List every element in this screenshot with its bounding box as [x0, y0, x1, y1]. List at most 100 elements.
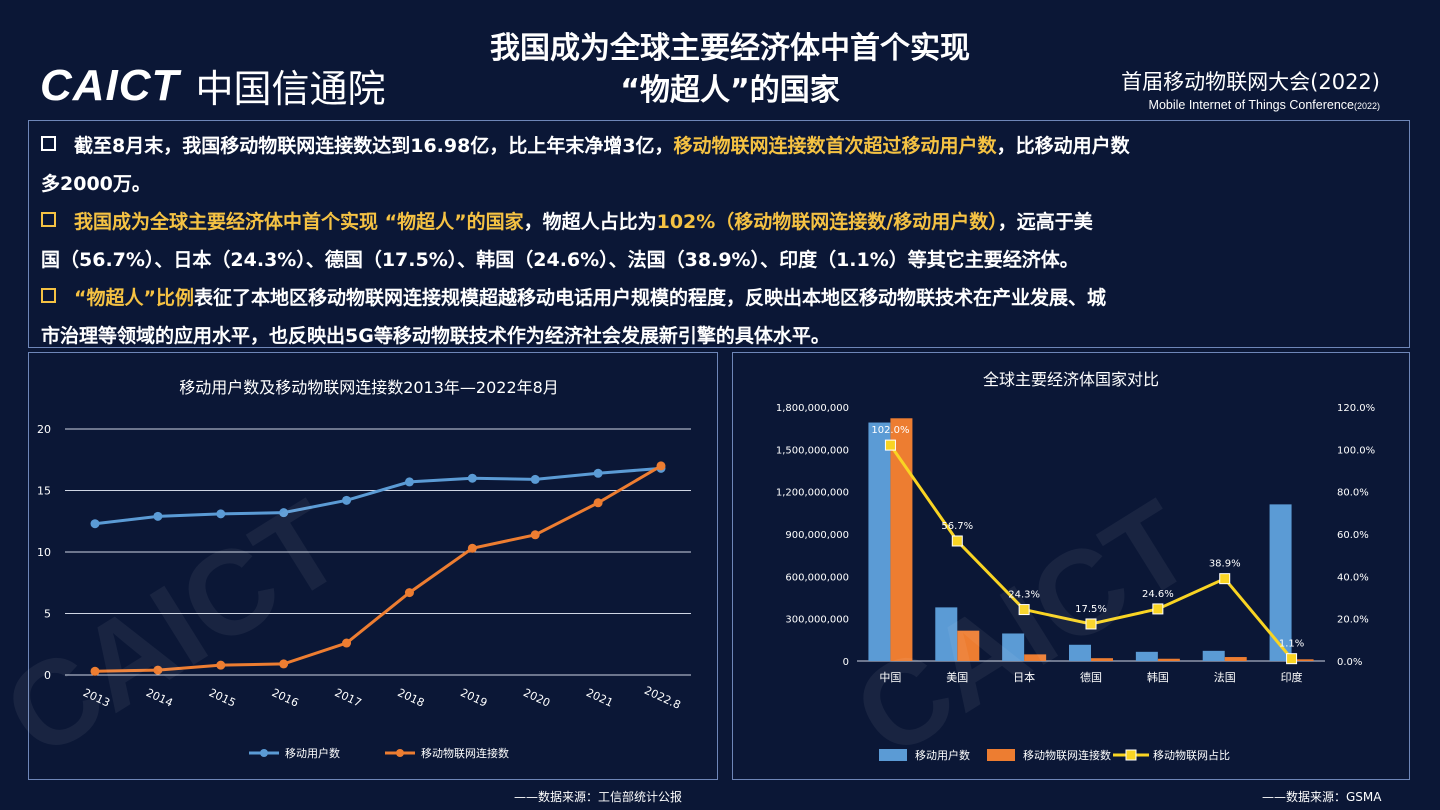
line-chart-title: 移动用户数及移动物联网连接数2013年—2022年8月 — [179, 378, 559, 397]
data-label: 24.6% — [1142, 589, 1174, 600]
summary-box: 截至8月末，我国移动物联网连接数达到16.98亿，比上年末净增3亿，移动物联网连… — [28, 120, 1410, 348]
bar-chart: 全球主要经济体国家对比 0 300,000,000 600,000,000 900,00… — [776, 370, 1375, 762]
bullet-1-text-b: ，比移动用户数 — [996, 135, 1130, 157]
bar — [1069, 644, 1091, 661]
bar — [1024, 654, 1047, 661]
data-point — [656, 461, 666, 471]
header: CAICT 中国信通院 我国成为全球主要经济体中首个实现 “物超人”的国家 首届… — [0, 0, 1440, 116]
data-point — [404, 588, 414, 598]
data-point — [342, 495, 352, 505]
bullet-2-text-c: 国（56.7%）、日本（24.3%）、德国（17.5%）、韩国（24.6%）、法… — [41, 249, 1079, 271]
y-tick-label: 0 — [843, 657, 849, 668]
y-tick-label: 1,800,000,000 — [776, 403, 849, 414]
y-tick-label: 1,200,000,000 — [776, 488, 849, 499]
x-tick-label: 2022.8 — [642, 684, 682, 712]
x-tick-label: 美国 — [946, 671, 968, 684]
data-point — [593, 498, 603, 508]
data-point — [279, 508, 289, 518]
data-label: 38.9% — [1209, 559, 1241, 570]
y-tick-label: 1,500,000,000 — [776, 445, 849, 456]
legend-label: 移动物联网占比 — [1153, 748, 1230, 762]
legend-marker — [396, 749, 404, 757]
data-point — [593, 468, 603, 478]
conference-label: 首届移动物联网大会(2022) Mobile Internet of Thing… — [1121, 66, 1380, 112]
legend-swatch — [987, 749, 1015, 761]
bar — [1135, 651, 1158, 661]
y2-tick-label: 60.0% — [1337, 530, 1369, 541]
bullet-2: 我国成为全球主要经济体中首个实现 “物超人”的国家，物超人占比为102%（移动物… — [41, 203, 1397, 279]
data-point — [530, 474, 540, 484]
y-tick-label: 300,000,000 — [785, 615, 849, 626]
data-point — [216, 509, 226, 519]
bullet-square-icon — [41, 288, 56, 303]
source-right: ——数据来源：GSMA — [1262, 790, 1382, 804]
bar — [1091, 658, 1113, 661]
line-chart: 移动用户数及移动物联网连接数2013年—2022年8月 0 5 10 15 20 2013 2… — [37, 378, 691, 760]
conference-name-cn: 首届移动物联网大会(2022) — [1121, 70, 1380, 94]
x-tick-label: 2017 — [333, 686, 364, 710]
percent-marker — [951, 535, 963, 547]
legend-label: 移动物联网连接数 — [1023, 748, 1111, 762]
x-tick-label: 中国 — [879, 671, 901, 684]
bullet-1-text-c: 多2000万。 — [41, 173, 151, 195]
x-tick-label: 日本 — [1013, 670, 1035, 684]
data-label: 24.3% — [1008, 590, 1040, 601]
percent-marker — [1018, 604, 1030, 616]
conference-en-year: (2022) — [1353, 101, 1380, 111]
data-point — [404, 477, 414, 487]
conference-name-en: Mobile Internet of Things Conference(202… — [1121, 98, 1380, 112]
bullet-2-text-b: ，远高于美 — [997, 211, 1093, 233]
bar — [957, 630, 980, 661]
x-tick-label: 德国 — [1080, 670, 1102, 684]
bar — [935, 607, 958, 661]
y-tick-label: 15 — [37, 485, 51, 498]
data-point — [467, 473, 477, 483]
bullet-square-icon — [41, 212, 56, 227]
legend-swatch — [879, 749, 907, 761]
data-point — [153, 511, 163, 521]
bar — [1157, 658, 1180, 661]
bar — [890, 418, 913, 661]
data-point — [90, 666, 100, 676]
x-tick-label: 韩国 — [1147, 670, 1169, 684]
bar — [1269, 504, 1292, 661]
y-tick-label: 600,000,000 — [785, 572, 849, 583]
y-tick-label: 10 — [37, 546, 51, 559]
y-tick-label: 0 — [44, 669, 51, 682]
legend-label: 移动用户数 — [285, 746, 340, 760]
bar-chart-panel: 全球主要经济体国家对比 0 300,000,000 600,000,000 900,00… — [732, 352, 1410, 780]
bullet-1-text-a: 截至8月末，我国移动物联网连接数达到16.98亿，比上年末净增3亿， — [74, 135, 674, 157]
y-tick-label: 5 — [44, 608, 51, 621]
x-tick-label: 2018 — [395, 686, 426, 710]
logo-text-cn: 中国信通院 — [195, 67, 386, 111]
percent-marker — [1085, 618, 1097, 630]
y2-tick-label: 40.0% — [1337, 572, 1369, 583]
y-tick-label: 20 — [37, 423, 51, 436]
bullet-3-highlight: “物超人”比例 — [74, 287, 194, 309]
legend-marker — [260, 749, 268, 757]
conference-en-text: Mobile Internet of Things Conference — [1148, 98, 1354, 112]
x-tick-label: 2015 — [207, 686, 238, 710]
y2-tick-label: 80.0% — [1337, 488, 1369, 499]
x-tick-label: 2020 — [521, 686, 552, 710]
y2-tick-label: 100.0% — [1337, 445, 1375, 456]
title-line-1: 我国成为全球主要经济体中首个实现 — [490, 31, 970, 66]
x-tick-label: 2021 — [584, 686, 615, 710]
title-line-2: “物超人”的国家 — [620, 73, 840, 108]
percent-marker — [1152, 603, 1164, 615]
bullet-square-icon — [41, 136, 56, 151]
data-point — [90, 519, 100, 529]
bar — [1002, 633, 1025, 661]
x-tick-label: 法国 — [1214, 670, 1236, 684]
legend-label: 移动用户数 — [915, 748, 970, 762]
data-label: 102.0% — [871, 425, 909, 436]
series-line — [94, 464, 662, 673]
legend-marker — [1125, 749, 1137, 761]
percent-marker — [884, 439, 896, 451]
bullet-2-highlight-1: 我国成为全球主要经济体中首个实现 “物超人”的国家 — [74, 211, 524, 233]
data-point — [467, 543, 477, 553]
data-label: 1.1% — [1279, 639, 1304, 650]
logo-text-en: CAICT — [40, 60, 180, 110]
bullet-2-text-a: ，物超人占比为 — [523, 211, 657, 233]
bullet-2-highlight-2: 102%（移动物联网连接数/移动用户数） — [656, 211, 998, 233]
